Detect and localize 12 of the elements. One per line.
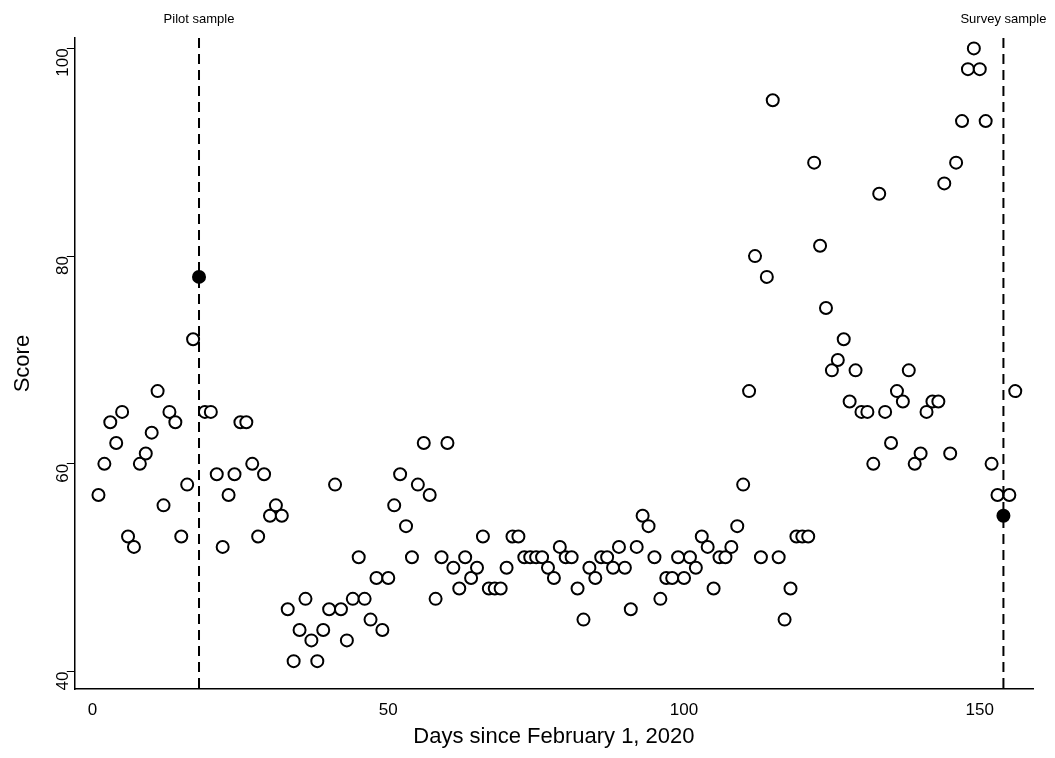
- y-tick-label: 100: [53, 48, 73, 77]
- x-axis-title: Days since February 1, 2020: [413, 722, 695, 748]
- ref-line-label: Survey sample: [960, 11, 1047, 27]
- y-axis-title: Score: [9, 334, 35, 393]
- x-tick-label: 50: [378, 700, 398, 720]
- y-tick-label: 40: [53, 671, 73, 691]
- x-tick-label: 150: [965, 700, 994, 720]
- x-tick-label: 0: [87, 700, 98, 720]
- ref-line-label: Pilot sample: [163, 11, 235, 27]
- x-tick-label: 100: [669, 700, 699, 720]
- y-tick-label: 60: [53, 463, 73, 483]
- y-tick-label: 80: [53, 256, 73, 276]
